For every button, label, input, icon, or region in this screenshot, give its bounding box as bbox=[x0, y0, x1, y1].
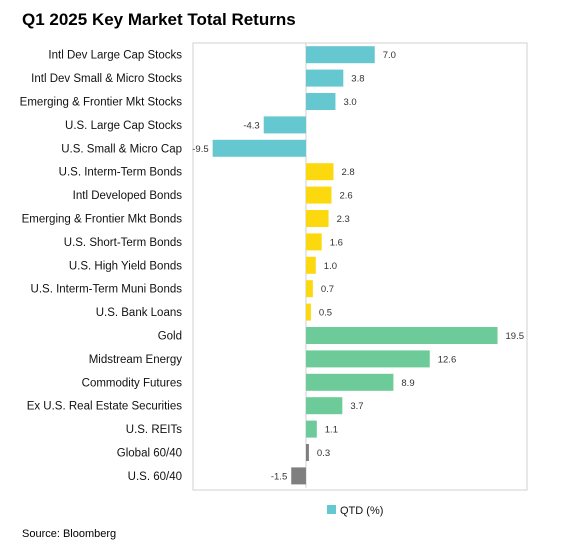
value-label: 1.1 bbox=[325, 425, 338, 436]
category-label: Intl Developed Bonds bbox=[73, 190, 183, 202]
category-label: Intl Dev Large Cap Stocks bbox=[48, 50, 182, 62]
legend-swatch bbox=[327, 505, 336, 514]
value-label: 1.6 bbox=[330, 237, 343, 248]
bar-5 bbox=[305, 163, 334, 181]
category-label: U.S. Short-Term Bonds bbox=[64, 237, 182, 249]
category-label: U.S. Interm-Term Muni Bonds bbox=[31, 284, 183, 296]
bar-10 bbox=[305, 280, 313, 298]
category-label: U.S. Bank Loans bbox=[96, 307, 183, 319]
bar-14 bbox=[305, 373, 394, 391]
source-note: Source: Bloomberg bbox=[22, 528, 117, 540]
bar-9 bbox=[305, 256, 316, 274]
value-label: 0.7 bbox=[321, 284, 334, 295]
category-label: Ex U.S. Real Estate Securities bbox=[27, 401, 183, 413]
value-label: -9.5 bbox=[192, 144, 208, 155]
category-label: Midstream Energy bbox=[89, 354, 183, 366]
legend: QTD (%) bbox=[327, 505, 383, 517]
category-label: Intl Dev Small & Micro Stocks bbox=[31, 73, 182, 85]
bar-12 bbox=[305, 327, 498, 344]
category-label: Global 60/40 bbox=[117, 448, 182, 460]
chart-title: Q1 2025 Key Market Total Returns bbox=[22, 10, 296, 29]
value-label: 12.6 bbox=[438, 354, 457, 365]
value-label: 1.0 bbox=[324, 261, 337, 272]
value-label: 2.3 bbox=[337, 214, 350, 225]
category-label: Emerging & Frontier Mkt Bonds bbox=[22, 214, 183, 226]
category-label: U.S. 60/40 bbox=[128, 471, 182, 483]
bar-2 bbox=[305, 93, 336, 110]
bar-13 bbox=[305, 350, 430, 368]
value-label: 8.9 bbox=[401, 378, 414, 389]
value-label: 3.8 bbox=[351, 74, 364, 85]
bar-8 bbox=[305, 233, 322, 251]
value-label: 3.7 bbox=[350, 401, 363, 412]
value-label: 2.6 bbox=[340, 191, 353, 202]
category-label: Emerging & Frontier Mkt Stocks bbox=[20, 97, 183, 109]
bar-16 bbox=[305, 420, 317, 438]
value-label: 7.0 bbox=[383, 50, 396, 61]
category-label: U.S. REITs bbox=[126, 424, 182, 436]
value-label: 0.3 bbox=[317, 448, 330, 459]
bar-1 bbox=[305, 69, 344, 87]
legend-label: QTD (%) bbox=[340, 505, 383, 517]
bar-18 bbox=[291, 467, 306, 485]
category-label: Gold bbox=[158, 331, 182, 343]
bar-0 bbox=[305, 46, 375, 64]
bar-6 bbox=[305, 186, 332, 204]
category-label: U.S. Small & Micro Cap bbox=[61, 143, 182, 155]
value-label: 0.5 bbox=[319, 308, 332, 319]
category-label: U.S. High Yield Bonds bbox=[69, 260, 182, 272]
bar-11 bbox=[305, 303, 311, 321]
value-label: -4.3 bbox=[243, 120, 259, 131]
value-label: 19.5 bbox=[506, 331, 525, 342]
bar-4 bbox=[212, 139, 306, 157]
value-label: 3.0 bbox=[343, 97, 356, 108]
value-label: -1.5 bbox=[271, 471, 287, 482]
plot-frame bbox=[192, 42, 528, 491]
category-label: U.S. Large Cap Stocks bbox=[65, 120, 182, 132]
category-label: U.S. Interm-Term Bonds bbox=[59, 167, 183, 179]
value-label: 2.8 bbox=[341, 167, 354, 178]
bar-7 bbox=[305, 210, 329, 227]
bar-3 bbox=[263, 116, 306, 134]
bar-17 bbox=[305, 444, 309, 461]
bar-15 bbox=[305, 397, 343, 415]
category-label: Commodity Futures bbox=[82, 377, 183, 389]
